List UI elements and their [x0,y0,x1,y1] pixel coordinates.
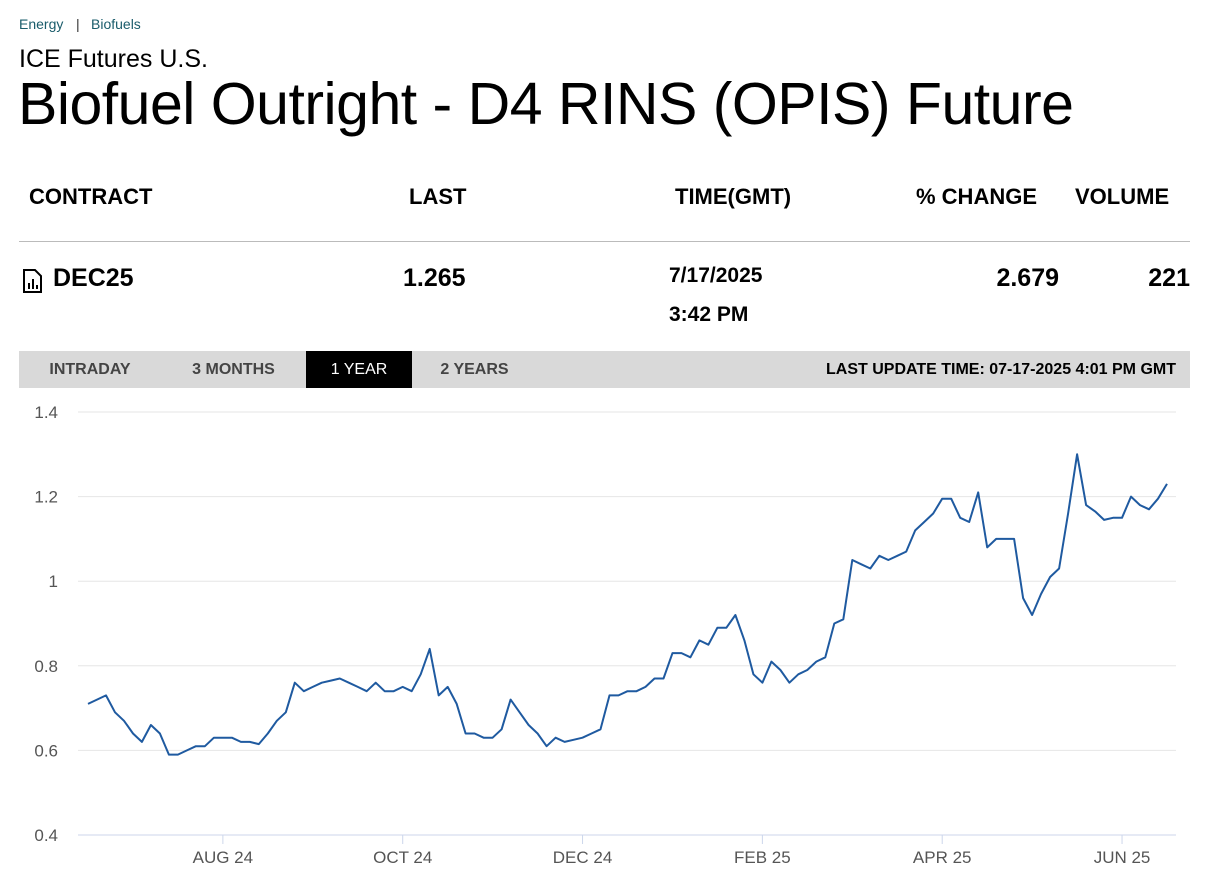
column-header: TIME(GMT) [675,184,792,209]
time: 7/17/2025 [669,264,763,287]
last-update: LAST UPDATE TIME: 07-17-2025 4:01 PM GMT [826,361,1176,378]
x-tick-label: FEB 25 [734,848,791,867]
breadcrumb-separator: | [76,16,80,32]
volume: 221 [1148,264,1190,292]
y-tick-label: 1.2 [34,488,58,507]
column-header: LAST [409,184,467,209]
column-header: % CHANGE [916,184,1038,209]
tab[interactable]: 1 YEAR [306,351,412,388]
column-header: CONTRACT [29,184,153,209]
x-tick-label: OCT 24 [373,848,432,867]
column-header: VOLUME [1075,184,1170,209]
chart: 0.4 0.6 0.8 1 1.2 1.4 AUG 24 OCT 24 DEC 24 FEB 25… [34,403,1176,867]
y-tick-label: 0.8 [34,657,58,676]
tab[interactable]: 3 MONTHS [192,361,275,378]
x-tick-label: APR 25 [913,848,972,867]
x-tick-label: JUN 25 [1094,848,1151,867]
page-title: Biofuel Outright - D4 RINS (OPIS) Future [18,71,1074,137]
tab[interactable]: 2 YEARS [440,361,509,378]
divider [19,241,1190,242]
x-tick-label: AUG 24 [193,848,253,867]
price-line [87,453,1168,756]
x-tick-label: DEC 24 [553,848,613,867]
tab-bar [19,351,1190,388]
percent-change: 2.679 [996,264,1059,292]
y-tick-label: 1.4 [34,403,58,422]
chart-icon[interactable] [22,268,44,294]
last-price: 1.265 [403,264,466,292]
y-tick-label: 0.4 [34,826,58,845]
tab[interactable]: INTRADAY [49,361,131,378]
y-tick-label: 0.6 [34,741,58,760]
exchange: ICE Futures U.S. [19,45,208,73]
contract[interactable]: DEC25 [53,264,134,292]
time: 3:42 PM [669,303,749,326]
breadcrumb-link[interactable]: Energy [19,16,64,32]
breadcrumb-link[interactable]: Biofuels [91,16,141,32]
y-tick-label: 1 [49,572,58,591]
